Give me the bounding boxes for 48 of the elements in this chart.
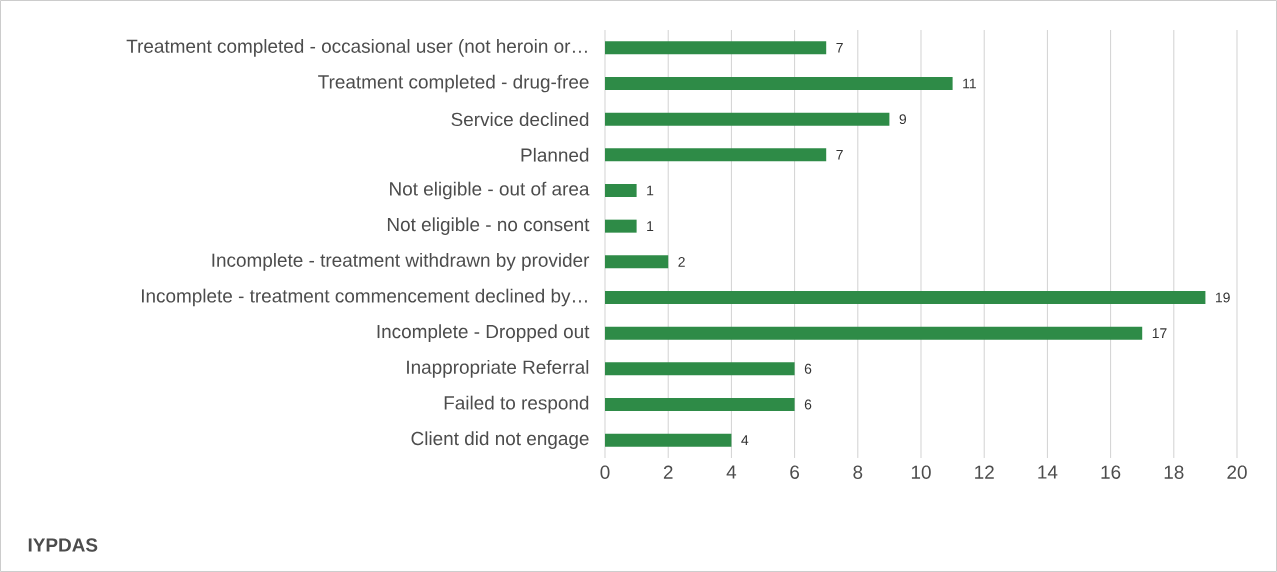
y-tick-label: Incomplete - Dropped out — [377, 324, 590, 342]
y-tick-label: Failed to respond — [444, 395, 589, 414]
data-label: 7 — [836, 43, 843, 53]
bar — [605, 290, 1206, 304]
x-tick-label: 4 — [726, 465, 737, 479]
y-tick-label: Not eligible - out of area — [390, 181, 590, 200]
x-tick-label: 2 — [663, 465, 673, 479]
bar — [605, 183, 637, 197]
y-tick-label: Service declined — [451, 112, 589, 127]
text: IYPDAS — [28, 538, 98, 552]
data-label: 17 — [1152, 328, 1167, 338]
data-label: 6 — [804, 363, 812, 374]
x-tick-label: 14 — [1038, 465, 1058, 479]
x-tick-label: 6 — [790, 465, 800, 479]
x-tick-label: 8 — [853, 465, 863, 479]
bar — [605, 76, 953, 90]
data-label: 1 — [647, 185, 654, 196]
data-label: 19 — [1215, 292, 1230, 303]
data-label: 1 — [647, 221, 654, 231]
bar — [605, 148, 827, 162]
bar — [605, 112, 890, 126]
x-tick-label: 20 — [1227, 465, 1247, 479]
y-tick-label: Treatment completed - occasional user (not heroin or… — [126, 39, 587, 57]
x-tick-label: 0 — [600, 465, 610, 479]
bar — [605, 255, 669, 269]
data-label: 6 — [804, 399, 812, 410]
y-tick-label: Inappropriate Referral — [407, 360, 589, 378]
data-label: 11 — [963, 78, 976, 89]
x-tick-label: 12 — [975, 465, 994, 479]
bar — [605, 41, 827, 55]
y-tick-label: Planned — [521, 147, 589, 162]
data-label: 9 — [899, 114, 907, 125]
data-label: 7 — [836, 150, 843, 160]
y-tick-label: Incomplete - treatment commencement declined by… — [141, 288, 587, 307]
bar — [605, 362, 795, 376]
data-label: 2 — [678, 256, 685, 267]
y-tick-label: Treatment completed - drug-free — [318, 74, 589, 93]
x-tick-label: 16 — [1101, 465, 1121, 479]
bar — [605, 397, 795, 411]
bar — [605, 433, 732, 447]
bar — [605, 326, 1143, 340]
y-tick-label: Incomplete - treatment withdrawn by provider — [212, 253, 590, 271]
x-tick-label: 18 — [1164, 465, 1184, 479]
data-label: 4 — [741, 435, 749, 445]
x-tick-label: 10 — [911, 465, 931, 479]
y-tick-label: Not eligible - no consent — [387, 217, 590, 235]
bar — [605, 219, 637, 233]
y-tick-label: Client did not engage — [411, 431, 589, 449]
